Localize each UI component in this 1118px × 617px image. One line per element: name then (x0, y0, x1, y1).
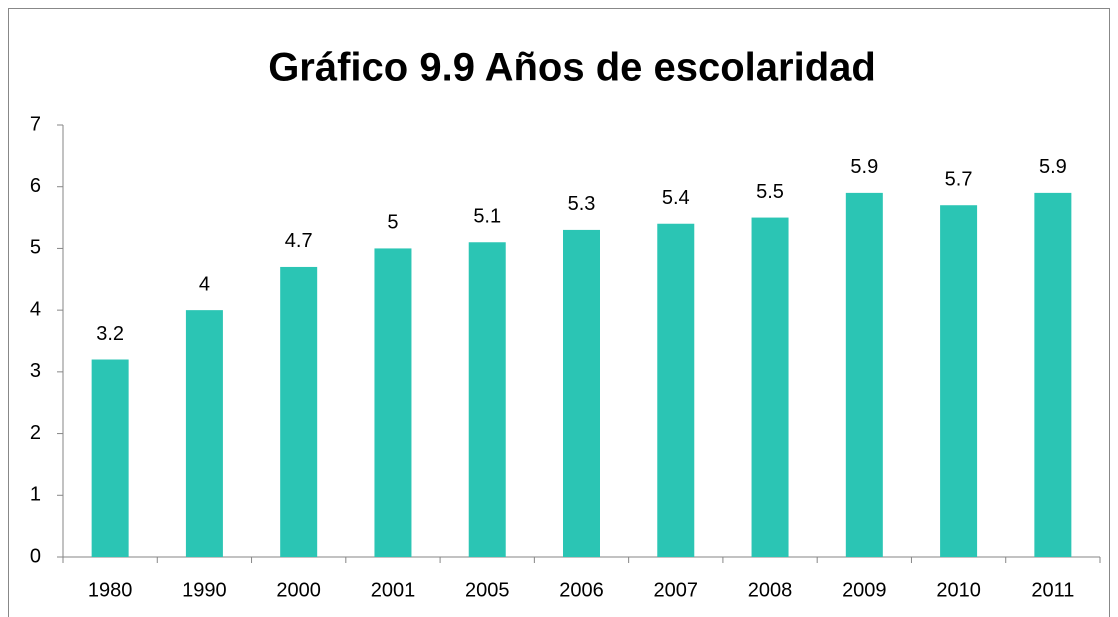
bar (280, 266, 318, 557)
data-label: 4 (199, 273, 210, 295)
y-tick-label: 6 (30, 175, 41, 197)
y-tick-label: 7 (30, 113, 41, 135)
bar (374, 248, 412, 557)
bar (940, 205, 978, 557)
x-tick-label: 2006 (559, 579, 604, 601)
data-label: 5 (387, 212, 398, 234)
x-tick-label: 2005 (465, 579, 510, 601)
y-tick-label: 0 (30, 545, 41, 567)
bar (845, 192, 883, 557)
y-tick-label: 5 (30, 237, 41, 259)
x-tick-label: 1990 (182, 579, 227, 601)
bar (1034, 192, 1072, 557)
data-label: 5.4 (662, 187, 690, 209)
bar (91, 359, 129, 557)
x-tick-label: 2000 (276, 579, 321, 601)
chart-border (8, 8, 1110, 617)
y-tick-label: 1 (30, 484, 41, 506)
bar (563, 229, 600, 557)
data-label: 5.7 (945, 169, 973, 191)
data-label: 5.9 (1039, 156, 1067, 178)
y-tick-label: 4 (30, 298, 41, 320)
x-tick-label: 2011 (1031, 579, 1074, 601)
x-tick-label: 2008 (748, 579, 793, 601)
data-label: 5.5 (756, 181, 784, 203)
data-label: 5.9 (850, 156, 878, 178)
y-tick-label: 2 (30, 422, 41, 444)
data-label: 4.7 (285, 230, 313, 252)
data-label: 3.2 (96, 323, 124, 345)
bar (657, 223, 695, 557)
data-label: 5.1 (473, 206, 501, 228)
x-tick-label: 2001 (371, 579, 416, 601)
x-tick-label: 2007 (654, 579, 699, 601)
data-label: 5.3 (568, 193, 596, 215)
x-tick-label: 2009 (842, 579, 887, 601)
x-tick-label: 2010 (936, 579, 981, 601)
bar (185, 310, 223, 557)
chart-title: Gráfico 9.9 Años de escolaridad (268, 46, 876, 90)
y-tick-label: 3 (30, 360, 41, 382)
bar (751, 217, 789, 558)
x-tick-label: 1980 (88, 579, 133, 601)
bar (468, 242, 506, 557)
